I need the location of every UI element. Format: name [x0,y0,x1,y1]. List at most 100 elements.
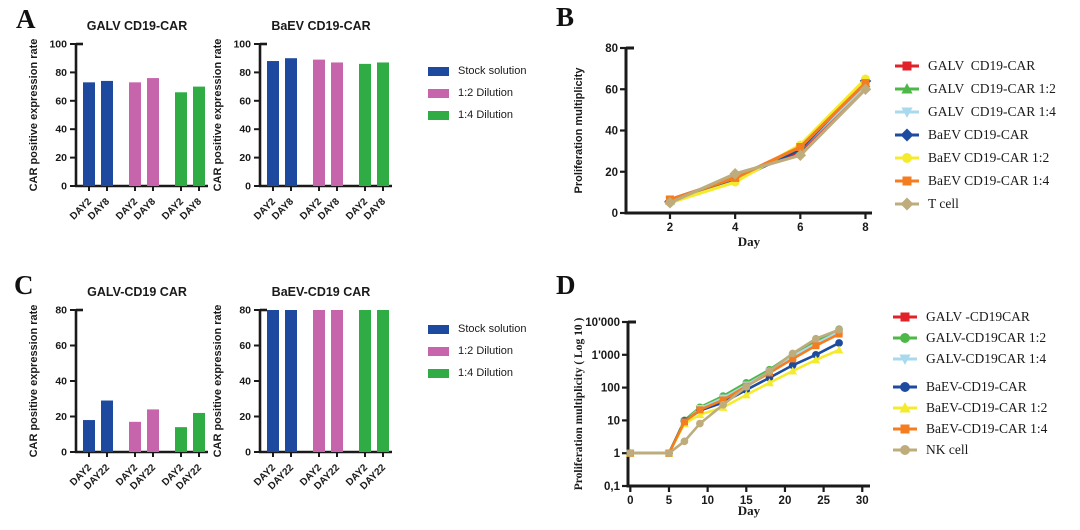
legend-label: BaEV CD19-CAR 1:2 [928,149,1050,165]
legend-item: 1:2 Dilution [428,340,526,362]
svg-text:0,1: 0,1 [604,481,621,493]
legend-label: NK cell [926,441,969,457]
svg-text:20: 20 [779,495,792,507]
svg-text:DAY8: DAY8 [362,196,388,222]
svg-text:DAY8: DAY8 [132,196,158,222]
svg-text:1'000: 1'000 [592,350,620,362]
circle-marker-icon [893,332,917,343]
bar-chart-galv-cd19-car-day22: GALV-CD19 CAR 0 20 40 60 80 CAR positive expre… [28,285,208,492]
color-swatch-icon [428,110,449,120]
svg-text:20: 20 [55,411,67,423]
panel-label-a: A [16,4,36,34]
svg-text:Proliferation multiplicity: Proliferation multiplicity [573,67,585,194]
legend-label: BaEV-CD19-CAR 1:4 [926,420,1048,436]
svg-text:80: 80 [239,305,251,317]
legend-series-d: GALV -CD19CAR GALV-CD19CAR 1:2 GALV-CD19CA… [892,306,1047,460]
svg-text:5: 5 [666,495,673,507]
circle-marker-icon [895,152,919,163]
legend-item: T cell [894,192,1056,215]
line-chart-proliferation-tcell: 0 20 40 60 80 2 4 6 8 Proliferation multiplicity D… [573,43,872,249]
color-swatch-icon [428,66,449,76]
square-marker-icon [893,312,917,321]
svg-text:DAY8: DAY8 [270,196,296,222]
legend-label: GALV CD19-CAR 1:4 [928,103,1056,119]
color-swatch-icon [428,88,449,98]
bar-chart-baev-cd19-car-day8: BaEV CD19-CAR 0 20 40 60 80 100 CAR positive ex… [212,19,392,222]
svg-text:20: 20 [55,152,67,164]
bar-chart-galv-cd19-car-day8: GALV CD19-CAR 0 20 40 60 80 100 CAR positive ex… [28,19,208,222]
legend-label: 1:2 Dilution [458,345,514,357]
legend-series-b: GALV CD19-CAR GALV CD19-CAR 1:2 GALV CD19-… [894,54,1056,215]
svg-text:60: 60 [55,95,67,107]
svg-text:8: 8 [862,222,869,234]
svg-text:GALV CD19-CAR: GALV CD19-CAR [87,19,187,33]
square-marker-icon [895,176,919,185]
legend-label: BaEV CD19-CAR 1:4 [928,172,1050,188]
legend-item: NK cell [892,439,1047,460]
svg-text:0: 0 [612,208,618,220]
svg-text:30: 30 [856,495,869,507]
svg-text:100: 100 [49,39,67,51]
svg-text:0: 0 [61,447,67,459]
legend-item: GALV CD19-CAR 1:2 [894,77,1056,100]
legend-item: GALV -CD19CAR [892,306,1047,327]
svg-text:40: 40 [55,124,67,136]
legend-label: GALV-CD19CAR 1:2 [926,329,1047,345]
svg-text:2: 2 [667,222,673,234]
svg-text:100: 100 [233,39,251,51]
legend-item: 1:2 Dilution [428,82,526,104]
square-marker-icon [895,61,919,70]
legend-item: GALV CD19-CAR 1:4 [894,100,1056,123]
legend-item: 1:4 Dilution [428,104,526,126]
svg-text:40: 40 [605,126,618,138]
svg-text:80: 80 [239,67,251,79]
bar-chart-baev-cd19-car-day22: BaEV-CD19 CAR 0 20 40 60 80 CAR positive expre… [212,285,392,492]
legend-label: Stock solution [458,65,527,77]
legend-dilution-a: Stock solution 1:2 Dilution 1:4 Dilution [428,60,526,126]
svg-text:20: 20 [605,167,618,179]
svg-text:80: 80 [55,67,67,79]
legend-item: BaEV CD19-CAR [894,123,1056,146]
triangle-down-marker-icon [895,107,919,118]
svg-text:GALV-CD19 CAR: GALV-CD19 CAR [87,285,187,299]
color-swatch-icon [428,324,449,334]
legend-label: GALV CD19-CAR 1:2 [928,80,1056,96]
svg-text:10: 10 [607,415,620,427]
triangle-up-marker-icon [893,401,917,412]
svg-text:80: 80 [55,305,67,317]
svg-text:60: 60 [239,95,251,107]
panel-label-c: C [14,270,34,300]
svg-text:40: 40 [239,376,251,388]
svg-text:60: 60 [55,340,67,352]
diamond-marker-icon [895,197,919,210]
svg-text:25: 25 [817,495,830,507]
svg-text:BaEV CD19-CAR: BaEV CD19-CAR [271,19,370,33]
panel-label-d: D [556,270,576,300]
svg-text:40: 40 [55,376,67,388]
legend-label: GALV -CD19CAR [926,308,1030,324]
legend-item: BaEV-CD19-CAR 1:2 [892,397,1047,418]
svg-text:1: 1 [614,448,621,460]
line-chart-proliferation-nkcell-log: 0,1 1 10 100 1'000 10'000 0 5 10 15 20 25 30 Prolifer… [573,317,870,518]
legend-item: GALV-CD19CAR 1:2 [892,327,1047,348]
svg-text:Proliferation multiplicity (: Proliferation multiplicity ( Log 10 ) [573,318,585,491]
legend-item: BaEV CD19-CAR 1:2 [894,146,1056,169]
legend-item: Stock solution [428,60,526,82]
svg-text:Day: Day [738,503,761,518]
svg-text:CAR positive expression rate: CAR positive expression rate [28,39,40,192]
legend-label: 1:2 Dilution [458,87,514,99]
svg-text:4: 4 [732,222,739,234]
svg-text:CAR positive expression rate: CAR positive expression rate [212,305,224,458]
legend-label: Stock solution [458,323,527,335]
triangle-down-marker-icon [893,354,917,365]
svg-text:100: 100 [601,383,620,395]
svg-text:20: 20 [239,411,251,423]
triangle-up-marker-icon [895,82,919,93]
svg-text:15: 15 [740,495,753,507]
svg-text:60: 60 [239,340,251,352]
legend-label: GALV-CD19CAR 1:4 [926,350,1047,366]
square-marker-icon [893,424,917,433]
svg-text:20: 20 [239,152,251,164]
legend-item: Stock solution [428,318,526,340]
